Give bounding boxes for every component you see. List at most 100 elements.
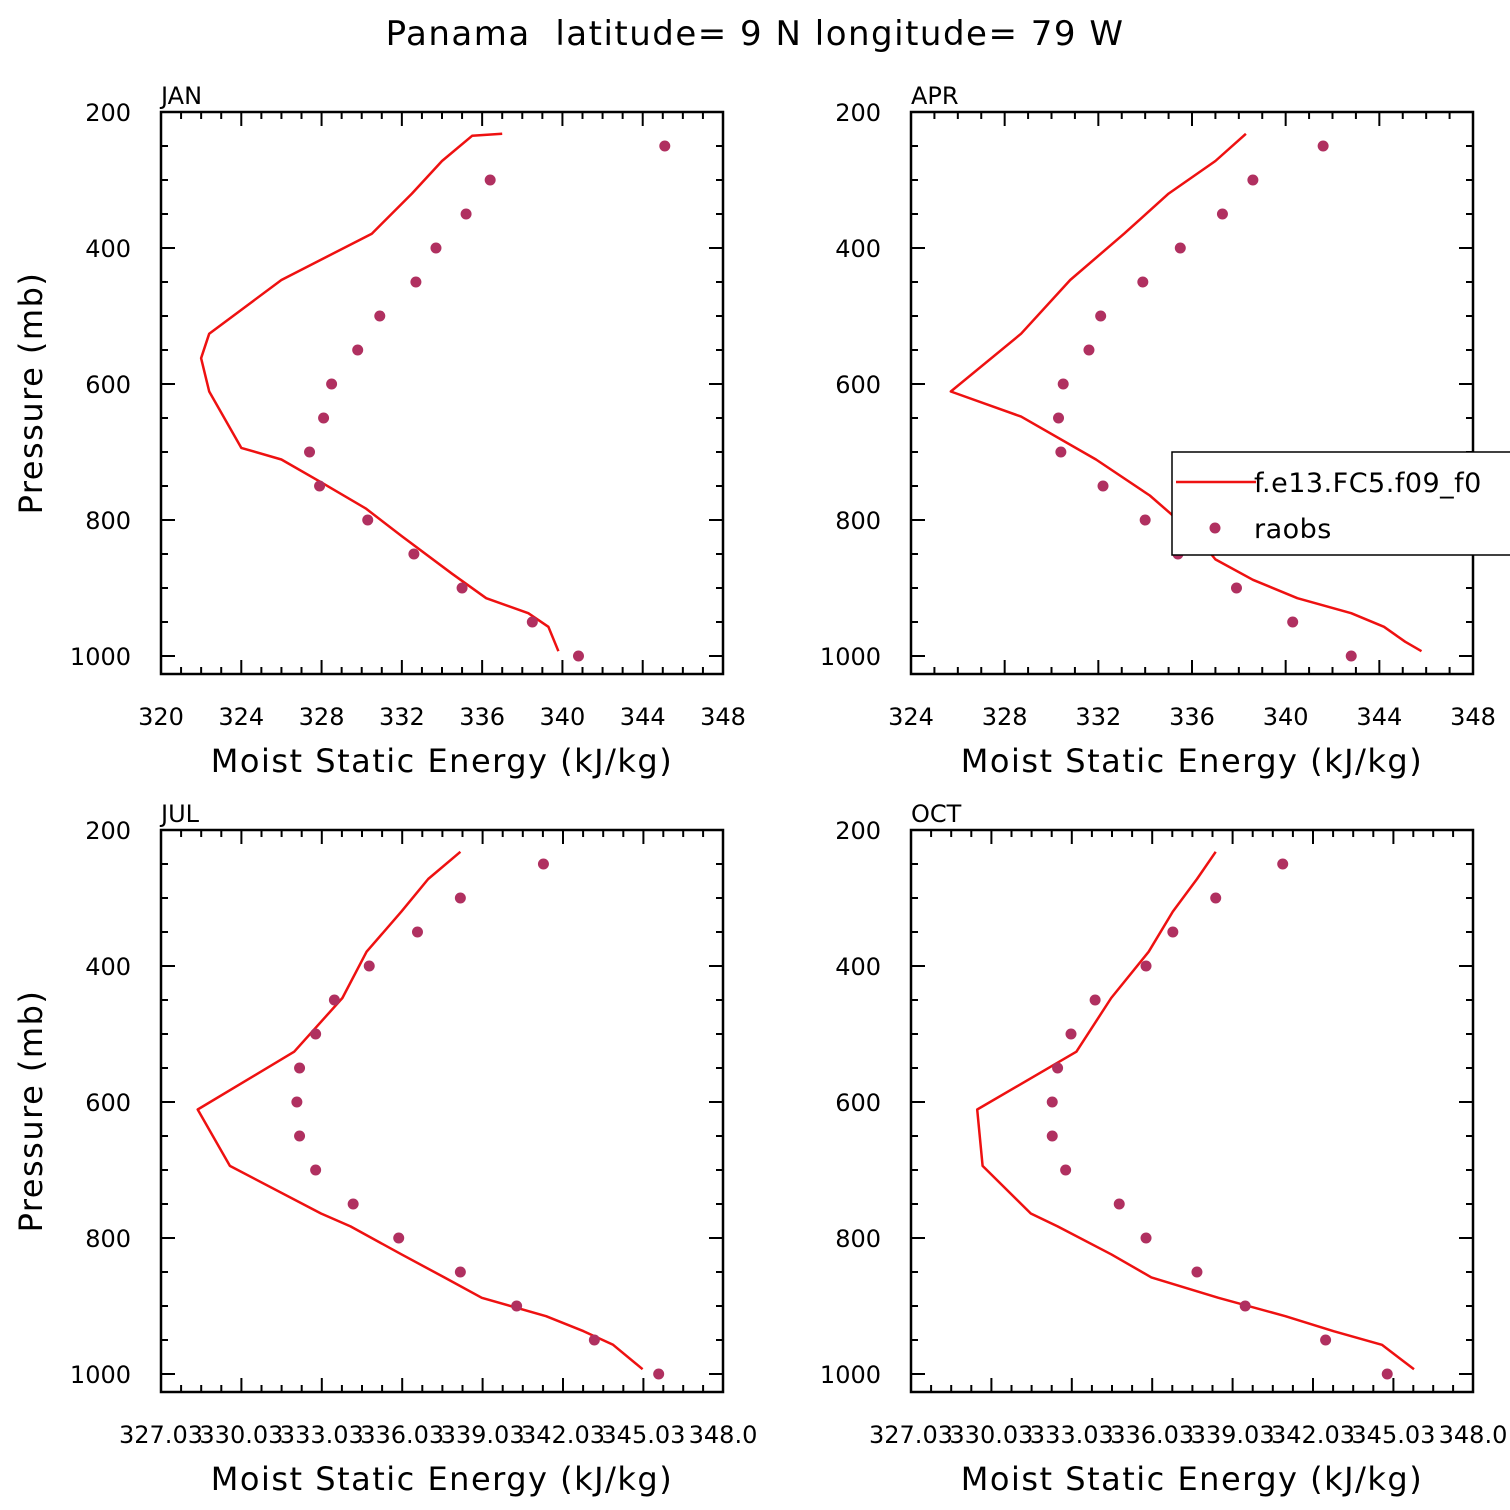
- yaxis-label-jan: Pressure (mb): [12, 272, 50, 515]
- ytick-label-jul-600: 600: [85, 1089, 131, 1117]
- obs-point-oct-650: [1046, 1130, 1058, 1142]
- xtick-label-jan-0: 320: [138, 703, 184, 731]
- ytick-label-apr-200: 200: [835, 99, 881, 127]
- plot-frame-apr: [909, 110, 1475, 676]
- ytick-label-jul-800: 800: [85, 1225, 131, 1253]
- obs-point-jul-300: [454, 892, 466, 904]
- obs-point-jul-800: [393, 1232, 405, 1244]
- obs-point-apr-900: [1230, 582, 1242, 594]
- obs-point-apr-750: [1097, 480, 1109, 492]
- xtick-label-jul-0: 327.03: [119, 1421, 203, 1449]
- obs-point-jul-750: [347, 1198, 359, 1210]
- panel-label-apr: APR: [911, 82, 959, 110]
- obs-point-jul-650: [294, 1130, 306, 1142]
- obs-point-oct-400: [1140, 960, 1152, 972]
- model-line-oct: [975, 851, 1415, 1371]
- yaxis-label-jul: Pressure (mb): [12, 990, 50, 1233]
- obs-point-jul-950: [588, 1334, 600, 1346]
- xaxis-label-apr: Moist Static Energy (kJ/kg): [961, 742, 1423, 780]
- obs-point-jan-300: [484, 174, 496, 186]
- panel-apr: APR 200 400 600 800 1000 324 328 332 336 340 344 348…: [820, 82, 1496, 780]
- obs-point-oct-250: [1277, 858, 1289, 870]
- obs-point-apr-350: [1216, 208, 1228, 220]
- ytick-label-jul-400: 400: [85, 953, 131, 981]
- obs-point-oct-900: [1239, 1300, 1251, 1312]
- obs-point-oct-800: [1140, 1232, 1152, 1244]
- obs-point-jan-950: [526, 616, 538, 628]
- data-layer-jan: [199, 132, 671, 662]
- ytick-label-apr-400: 400: [835, 235, 881, 263]
- obs-point-apr-650: [1053, 412, 1065, 424]
- ytick-label-jan-600: 600: [85, 371, 131, 399]
- obs-point-oct-1000: [1381, 1368, 1393, 1380]
- xtick-label-jan-6: 344: [620, 703, 666, 731]
- xtick-label-oct-0: 327.03: [869, 1421, 953, 1449]
- ytick-label-jul-200: 200: [85, 817, 131, 845]
- obs-point-jan-700: [304, 446, 316, 458]
- plot-frame-oct: [909, 828, 1475, 1394]
- obs-point-jul-1000: [653, 1368, 665, 1380]
- obs-point-jan-400: [430, 242, 442, 254]
- panel-label-jan: JAN: [159, 82, 202, 110]
- xtick-label-jan-4: 336: [459, 703, 505, 731]
- data-layer-oct: [975, 851, 1415, 1380]
- legend-box: [1171, 451, 1510, 556]
- ytick-label-apr-600: 600: [835, 371, 881, 399]
- legend-obs-label: raobs: [1254, 514, 1332, 545]
- xtick-label-jul-7: 348.0: [689, 1421, 758, 1449]
- figure-title: Panama latitude= 9 N longitude= 79 W: [386, 14, 1125, 54]
- obs-point-jan-250: [659, 140, 671, 152]
- obs-point-oct-500: [1065, 1028, 1077, 1040]
- obs-point-apr-800: [1139, 514, 1151, 526]
- model-line-jan: [199, 132, 560, 652]
- xtick-label-apr-0: 324: [888, 703, 934, 731]
- xtick-label-oct-4: 339.03: [1191, 1421, 1275, 1449]
- legend-model-label: f.e13.FC5.f09_f0: [1254, 468, 1482, 499]
- xtick-label-jul-3: 336.03: [360, 1421, 444, 1449]
- obs-point-oct-450: [1089, 994, 1101, 1006]
- xtick-label-jul-4: 339.03: [441, 1421, 525, 1449]
- obs-point-oct-600: [1046, 1096, 1058, 1108]
- xaxis-label-jan: Moist Static Energy (kJ/kg): [211, 742, 673, 780]
- model-line-jul: [196, 850, 644, 1371]
- obs-point-jan-600: [326, 378, 338, 390]
- obs-point-jan-900: [456, 582, 468, 594]
- xtick-label-jan-3: 332: [379, 703, 425, 731]
- ytick-label-oct-800: 800: [835, 1225, 881, 1253]
- obs-point-apr-250: [1317, 140, 1329, 152]
- obs-point-jul-350: [411, 926, 423, 938]
- obs-point-apr-300: [1247, 174, 1259, 186]
- xtick-label-oct-3: 336.03: [1110, 1421, 1194, 1449]
- obs-point-apr-450: [1137, 276, 1149, 288]
- obs-point-oct-750: [1113, 1198, 1125, 1210]
- obs-point-apr-600: [1057, 378, 1069, 390]
- xtick-label-apr-2: 332: [1075, 703, 1121, 731]
- obs-point-apr-400: [1174, 242, 1186, 254]
- legend-obs-swatch: [1209, 522, 1221, 534]
- obs-point-jul-250: [537, 858, 549, 870]
- obs-point-apr-1000: [1345, 650, 1357, 662]
- ytick-label-jan-1000: 1000: [70, 643, 131, 671]
- obs-point-jan-800: [362, 514, 374, 526]
- ytick-label-jul-1000: 1000: [70, 1361, 131, 1389]
- obs-point-jan-450: [410, 276, 422, 288]
- xtick-label-apr-1: 328: [982, 703, 1028, 731]
- xtick-label-jan-2: 328: [299, 703, 345, 731]
- xtick-label-jul-2: 333.03: [280, 1421, 364, 1449]
- xtick-label-apr-6: 348: [1450, 703, 1496, 731]
- obs-point-apr-950: [1287, 616, 1299, 628]
- ytick-label-jan-200: 200: [85, 99, 131, 127]
- ytick-label-jan-400: 400: [85, 235, 131, 263]
- panel-label-oct: OCT: [911, 800, 962, 828]
- obs-point-apr-550: [1083, 344, 1095, 356]
- obs-point-jan-850: [408, 548, 420, 560]
- obs-point-jul-400: [363, 960, 375, 972]
- ytick-label-oct-1000: 1000: [820, 1361, 881, 1389]
- obs-point-oct-700: [1060, 1164, 1072, 1176]
- xtick-label-oct-6: 345.03: [1351, 1421, 1435, 1449]
- panel-jan: JAN 200 400 600 800 1000 320 324 328 332 336 340 344…: [12, 82, 746, 780]
- xtick-label-jul-5: 342.03: [521, 1421, 605, 1449]
- obs-point-jul-600: [291, 1096, 303, 1108]
